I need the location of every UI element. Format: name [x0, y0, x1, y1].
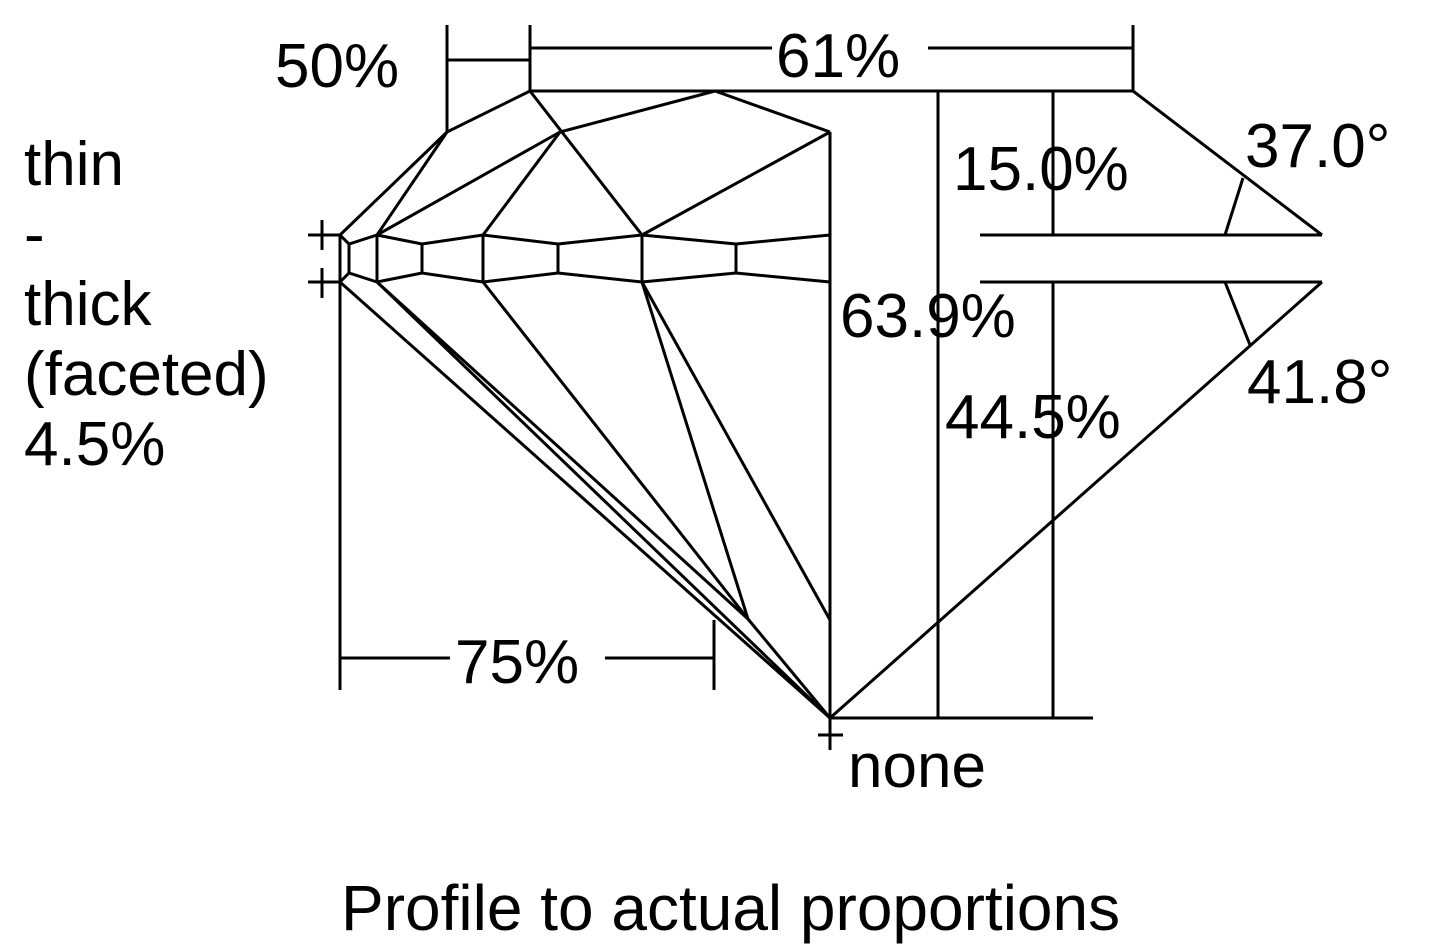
- culet-label: none: [848, 732, 986, 801]
- girdle-value-label: 4.5%: [24, 410, 165, 479]
- girdle-label-thick: thick: [24, 270, 152, 339]
- girdle-label-faceted: (faceted): [24, 340, 269, 409]
- pavilion-facets: [339, 280, 1323, 720]
- girdle-label-thin: thin: [24, 130, 124, 199]
- crown-height-label: 15.0%: [953, 135, 1129, 204]
- crown-facets: [338, 89, 832, 237]
- dimension-lines: [338, 25, 1252, 750]
- lower-half-label: 75%: [455, 628, 579, 697]
- table-outline: [530, 89, 1323, 237]
- table-label: 61%: [776, 22, 900, 91]
- total-depth-label: 63.9%: [840, 282, 1016, 351]
- pavilion-depth-label: 44.5%: [945, 383, 1121, 452]
- caption: Profile to actual proportions: [341, 872, 1120, 944]
- crown-angle-label: 37.0°: [1245, 112, 1390, 181]
- girdle: [308, 220, 1322, 298]
- pavilion-angle-label: 41.8°: [1247, 348, 1392, 417]
- star-length-label: 50%: [275, 32, 399, 101]
- girdle-label-dash: -: [24, 200, 45, 269]
